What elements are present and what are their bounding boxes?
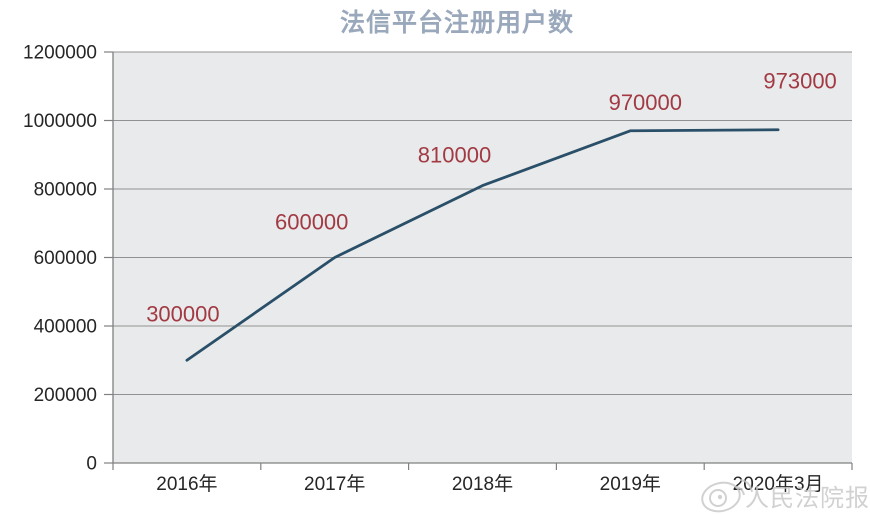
y-axis-tick-label: 1000000: [23, 111, 97, 132]
watermark: 人民法院报: [701, 479, 870, 513]
y-axis-tick-label: 600000: [34, 248, 97, 269]
y-axis-tick-label: 200000: [34, 385, 97, 406]
y-axis-tick-label: 400000: [34, 317, 97, 338]
y-axis-tick-label: 1200000: [23, 43, 97, 64]
x-axis-tick-label: 2017年: [304, 473, 365, 495]
data-label: 300000: [146, 301, 219, 326]
x-axis-tick-label: 2019年: [600, 473, 661, 495]
x-axis-tick-label: 2018年: [452, 473, 513, 495]
data-label: 970000: [609, 90, 682, 115]
data-label: 810000: [418, 143, 491, 168]
x-axis-tick-label: 2016年: [156, 473, 217, 495]
data-series-line: [185, 128, 780, 362]
watermark-text: 人民法院报: [745, 485, 870, 512]
data-label: 973000: [763, 69, 836, 94]
x-axis-tick-label: 2020年3月: [733, 473, 824, 495]
data-label: 600000: [275, 210, 348, 235]
y-axis-tick-label: 800000: [34, 180, 97, 201]
y-axis-tick-label: 0: [86, 454, 97, 475]
chart-title: 法信平台注册用户数: [339, 9, 574, 37]
weibo-logo-icon: [701, 479, 753, 513]
